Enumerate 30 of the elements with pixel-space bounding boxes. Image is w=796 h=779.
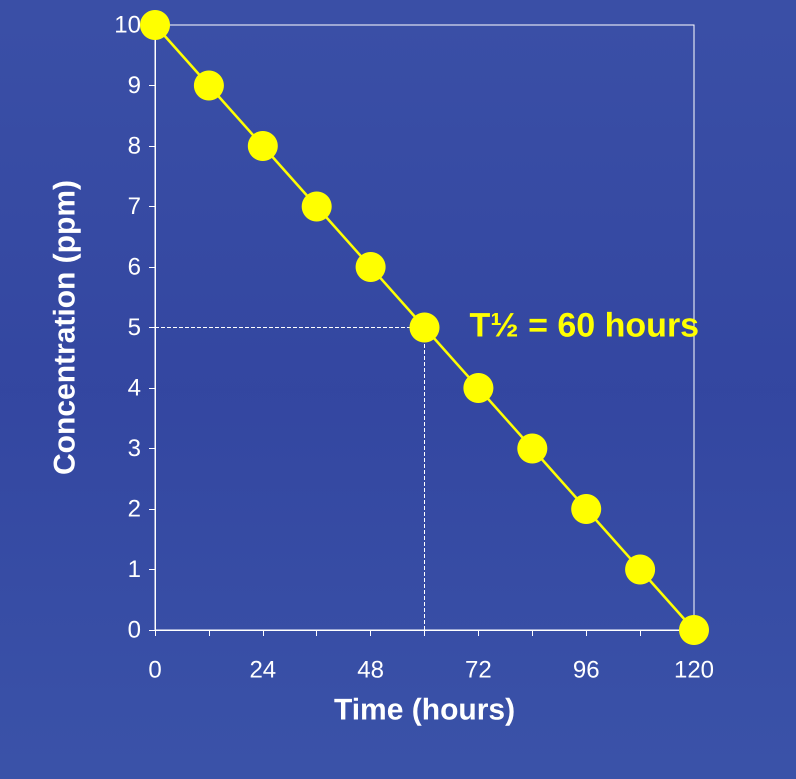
x-axis-title: Time (hours)	[334, 694, 516, 726]
x-tick-label: 72	[465, 656, 492, 684]
point	[194, 70, 224, 100]
x-tick-label: 0	[148, 656, 162, 684]
y-tick-label: 2	[128, 496, 141, 522]
point	[463, 373, 494, 403]
y-tick-label: 7	[128, 193, 141, 220]
x-tick-label: 24	[249, 656, 276, 684]
y-tick-label: 1	[128, 556, 141, 583]
point	[302, 192, 332, 222]
y-tick-label: 10	[114, 12, 141, 38]
y-tick-label: 8	[128, 132, 141, 160]
y-tick-label: 5	[128, 314, 141, 341]
point	[571, 494, 602, 524]
point	[356, 252, 386, 282]
x-tick-label: 48	[357, 656, 384, 684]
y-axis-title: Concentration (ppm)	[48, 180, 82, 475]
point	[248, 131, 278, 161]
point	[140, 10, 170, 40]
x-tick-label: 96	[572, 656, 600, 684]
y-tick-label: 4	[128, 374, 141, 402]
y-tick-label: 9	[128, 72, 141, 99]
y-tick-label: 0	[128, 616, 141, 644]
y-tick-label: 3	[128, 435, 141, 462]
point	[625, 554, 656, 584]
y-tick-label: 6	[128, 254, 141, 280]
point	[410, 312, 440, 342]
x-tick-label: 120	[674, 656, 714, 684]
point	[679, 615, 709, 645]
point	[517, 434, 548, 464]
